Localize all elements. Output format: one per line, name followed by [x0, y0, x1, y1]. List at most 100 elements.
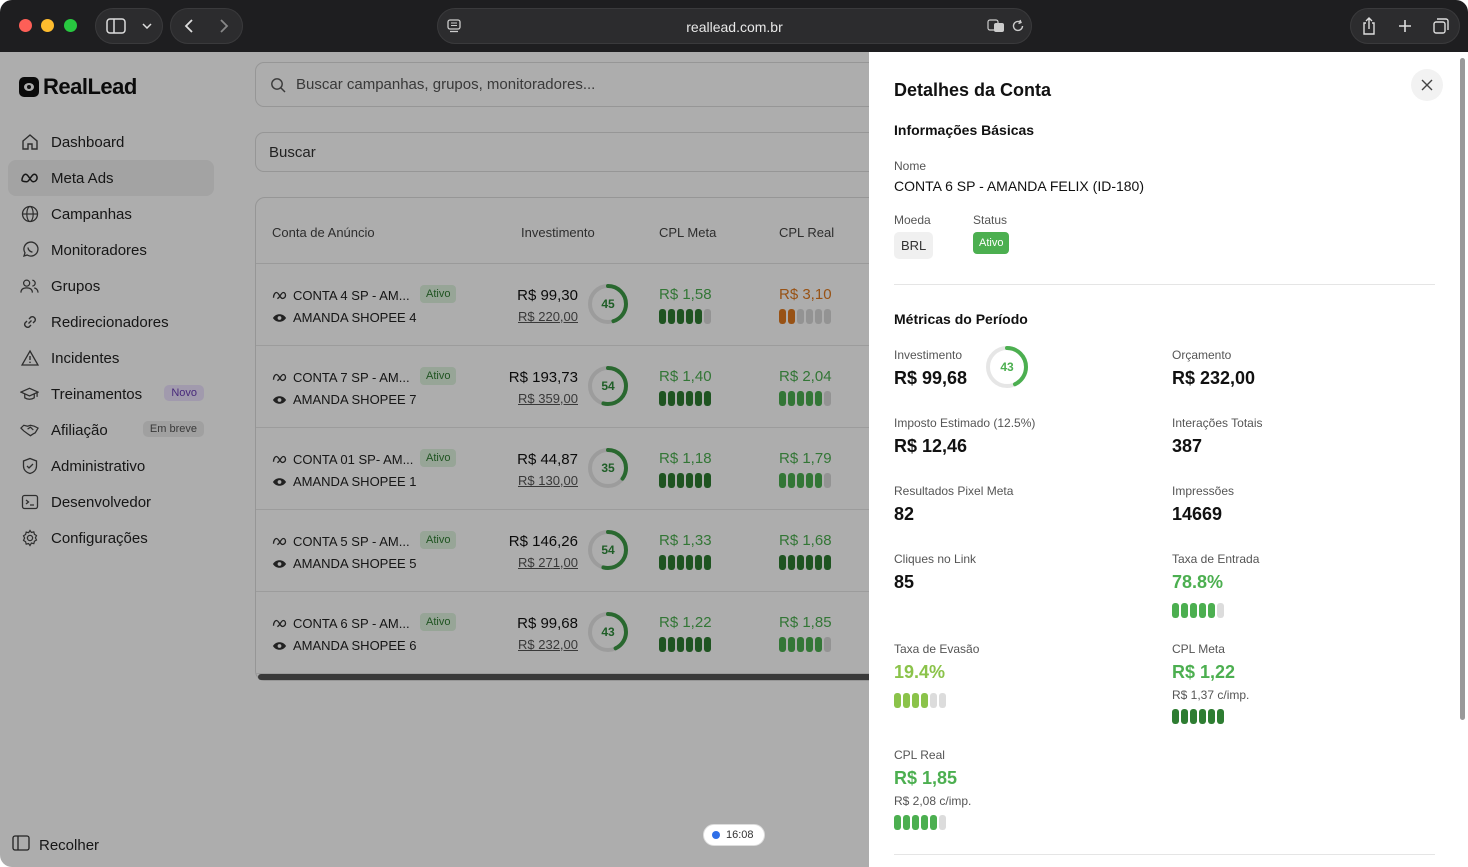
budget-value: R$ 232,00 — [1172, 368, 1256, 388]
globe-icon — [20, 205, 39, 224]
monitor-cell: AMANDA SHOPEE 5 — [272, 556, 417, 571]
cpl-meta-bars — [659, 309, 711, 324]
column-header-cpl-meta[interactable]: CPL Meta — [659, 225, 717, 240]
modal-backdrop[interactable] — [0, 52, 869, 867]
level-bar — [797, 391, 804, 406]
sidebar-item-dashboard[interactable]: Dashboard — [8, 124, 214, 160]
sidebar-item-label: Treinamentos — [51, 385, 143, 403]
level-bar — [779, 309, 786, 324]
level-bar — [686, 555, 693, 570]
level-bar — [695, 555, 702, 570]
back-icon[interactable] — [171, 9, 207, 43]
reload-icon[interactable] — [1011, 19, 1025, 33]
close-window-button[interactable] — [19, 19, 32, 32]
cpl-meta-bars — [659, 555, 711, 570]
cpl-real-sub: R$ 2,08 c/imp. — [894, 794, 972, 808]
link-clicks-label: Cliques no Link — [894, 552, 977, 566]
table-row[interactable]: CONTA 5 SP - AM... Ativo AMANDA SHOPEE 5 R$… — [256, 510, 954, 592]
table-row[interactable]: CONTA 4 SP - AM... Ativo AMANDA SHOPEE 4 R$… — [256, 264, 954, 346]
sidebar-item-grupos[interactable]: Grupos — [8, 268, 214, 304]
monitor-name: AMANDA SHOPEE 5 — [293, 556, 417, 571]
collapse-sidebar-button[interactable]: Recolher — [12, 835, 99, 855]
level-bar — [1199, 709, 1206, 724]
impressions-label: Impressões — [1172, 484, 1235, 498]
new-badge: Novo — [164, 385, 204, 401]
sidebar-item-label: Desenvolvedor — [51, 493, 152, 511]
panel-scrollbar[interactable] — [1460, 58, 1465, 720]
sidebar-item-afiliacao[interactable]: Afiliação Em breve — [8, 412, 214, 448]
investment-value: R$ 193,73 — [508, 369, 578, 386]
level-bar — [704, 473, 711, 488]
level-bar — [1172, 709, 1179, 724]
address-bar[interactable]: reallead.com.br — [437, 8, 1032, 44]
sidebar-item-label: Incidentes — [51, 349, 120, 367]
level-bar — [939, 693, 946, 708]
sidebar-toggle-icon[interactable] — [96, 9, 136, 43]
investment-progress-ring: 54 — [588, 530, 628, 570]
progress-ring-value: 35 — [601, 461, 615, 475]
level-bar — [894, 693, 901, 708]
clock-indicator: 16:08 — [703, 824, 765, 846]
page-menu-icon[interactable] — [447, 19, 461, 33]
table-row[interactable]: CONTA 6 SP - AM... Ativo AMANDA SHOPEE 6 R$… — [256, 592, 954, 674]
level-bar — [806, 473, 813, 488]
sidebar-item-treinamentos[interactable]: Treinamentos Novo — [8, 376, 214, 412]
maximize-window-button[interactable] — [64, 19, 77, 32]
account-name: CONTA 6 SP - AM... — [293, 616, 410, 631]
sidebar-item-desenvolvedor[interactable]: Desenvolvedor — [8, 484, 214, 520]
column-header-account[interactable]: Conta de Anúncio — [272, 225, 375, 240]
share-icon[interactable] — [1351, 9, 1387, 43]
level-bar — [806, 309, 813, 324]
monitor-name: AMANDA SHOPEE 4 — [293, 310, 417, 325]
evasion-rate-value: 19.4% — [894, 662, 946, 682]
sidebar-item-meta-ads[interactable]: Meta Ads — [8, 160, 214, 196]
investment-progress-ring: 45 — [588, 284, 628, 324]
brand-logo[interactable]: RealLead — [19, 74, 137, 100]
level-bar — [695, 309, 702, 324]
table-row[interactable]: CONTA 7 SP - AM... Ativo AMANDA SHOPEE 7 R$… — [256, 346, 954, 428]
sidebar-item-campanhas[interactable]: Campanhas — [8, 196, 214, 232]
coming-soon-badge: Em breve — [142, 421, 204, 437]
table-row[interactable]: CONTA 01 SP- AM... Ativo AMANDA SHOPEE 1 R$… — [256, 428, 954, 510]
sidebar-item-incidentes[interactable]: Incidentes — [8, 340, 214, 376]
sidebar-item-monitoradores[interactable]: Monitoradores — [8, 232, 214, 268]
status-badge: Ativo — [420, 367, 457, 385]
tab-overview-icon[interactable] — [1423, 9, 1459, 43]
cpl-real-bars — [779, 391, 831, 406]
level-bar — [1181, 603, 1188, 618]
cpl-meta-value: R$ 1,40 — [659, 368, 712, 385]
new-tab-icon[interactable] — [1387, 9, 1423, 43]
warning-icon — [20, 349, 39, 368]
divider — [894, 854, 1435, 855]
cpl-real-value: R$ 1,79 — [779, 450, 832, 467]
account-cell: CONTA 5 SP - AM... — [272, 534, 410, 549]
column-header-cpl-real[interactable]: CPL Real — [779, 225, 835, 240]
entry-rate-bars — [1172, 603, 1224, 618]
cpl-meta-bars — [659, 637, 711, 652]
sidebar-item-redirecionadores[interactable]: Redirecionadores — [8, 304, 214, 340]
account-details-panel: Detalhes da Conta Informações Básicas No… — [869, 52, 1468, 867]
translate-icon[interactable] — [987, 19, 1005, 33]
budget-value: R$ 232,00 — [518, 637, 578, 652]
sidebar-item-administrativo[interactable]: Administrativo — [8, 448, 214, 484]
forward-icon[interactable] — [207, 9, 243, 43]
level-bar — [797, 473, 804, 488]
column-header-investment[interactable]: Investimento — [521, 225, 595, 240]
monitor-cell: AMANDA SHOPEE 6 — [272, 638, 417, 653]
account-cell: CONTA 01 SP- AM... — [272, 452, 413, 467]
close-panel-button[interactable] — [1411, 69, 1443, 101]
cpl-real-bars — [779, 637, 831, 652]
search-placeholder: Buscar campanhas, grupos, monitoradores.… — [296, 76, 596, 93]
interactions-label: Interações Totais — [1172, 416, 1263, 430]
sidebar-item-label: Administrativo — [51, 457, 146, 475]
horizontal-scrollbar[interactable] — [258, 674, 958, 680]
level-bar — [788, 309, 795, 324]
cpl-real-bars — [779, 309, 831, 324]
chevron-down-icon[interactable] — [136, 9, 158, 43]
minimize-window-button[interactable] — [41, 19, 54, 32]
level-bar — [894, 815, 901, 830]
cpl-meta-value: R$ 1,58 — [659, 286, 712, 303]
progress-ring-svg — [588, 366, 628, 406]
level-bar — [788, 637, 795, 652]
sidebar-item-configuracoes[interactable]: Configurações — [8, 520, 214, 556]
